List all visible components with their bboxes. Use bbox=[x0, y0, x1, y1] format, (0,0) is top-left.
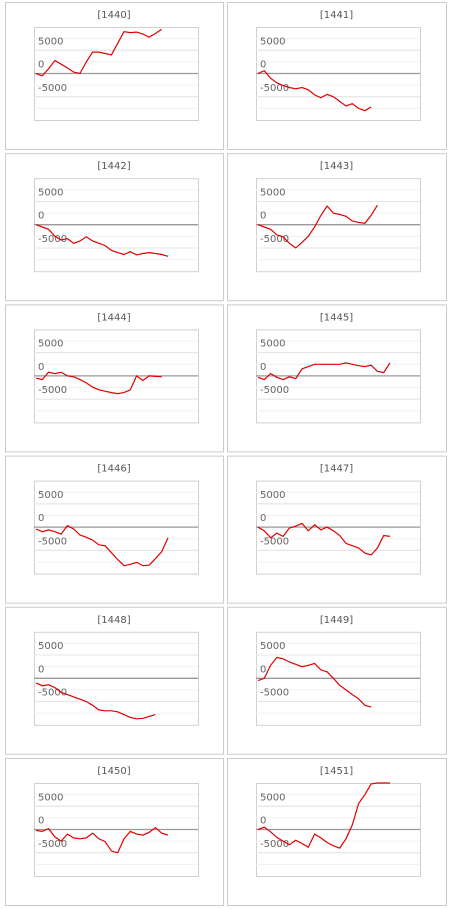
y-tick-label: 0 bbox=[38, 816, 44, 827]
y-tick-label: 0 bbox=[38, 362, 44, 373]
y-tick-label: 5000 bbox=[38, 792, 63, 803]
chart-title: [1441] bbox=[320, 10, 353, 21]
y-tick-label: 5000 bbox=[260, 187, 285, 198]
y-tick-label: 5000 bbox=[260, 36, 285, 47]
y-tick-label: 5000 bbox=[260, 641, 285, 652]
chart-title: [1446] bbox=[97, 464, 130, 475]
y-tick-label: -5000 bbox=[38, 688, 67, 699]
y-tick-label: -5000 bbox=[260, 688, 289, 699]
y-tick-label: -5000 bbox=[260, 385, 289, 396]
y-tick-label: -5000 bbox=[38, 83, 67, 94]
series-line bbox=[35, 524, 169, 567]
series-line bbox=[35, 224, 169, 257]
chart-title: [1450] bbox=[97, 766, 130, 777]
chart-title: [1442] bbox=[97, 161, 130, 172]
y-tick-label: 0 bbox=[260, 816, 266, 827]
y-tick-label: 0 bbox=[260, 513, 266, 524]
y-tick-label: -5000 bbox=[260, 234, 289, 245]
chart-title: [1444] bbox=[97, 312, 130, 323]
y-tick-label: -5000 bbox=[38, 839, 67, 850]
series-line bbox=[35, 28, 163, 77]
chart-title: [1449] bbox=[320, 615, 353, 626]
y-tick-label: 0 bbox=[260, 664, 266, 675]
chart-title: [1445] bbox=[320, 312, 353, 323]
series-line bbox=[257, 69, 372, 112]
chart-title: [1447] bbox=[320, 464, 353, 475]
y-tick-label: 5000 bbox=[38, 187, 63, 198]
y-tick-label: 5000 bbox=[260, 792, 285, 803]
y-tick-label: 5000 bbox=[260, 339, 285, 350]
series-line bbox=[257, 362, 391, 381]
y-tick-label: 0 bbox=[38, 664, 44, 675]
series-line bbox=[35, 371, 162, 395]
series-line bbox=[35, 682, 156, 720]
y-tick-label: 0 bbox=[260, 362, 266, 373]
series-line bbox=[257, 782, 390, 849]
y-tick-label: 5000 bbox=[260, 490, 285, 501]
y-tick-label: 0 bbox=[38, 513, 44, 524]
y-tick-label: 0 bbox=[260, 60, 266, 71]
y-tick-label: -5000 bbox=[38, 234, 67, 245]
chart-title: [1451] bbox=[320, 766, 353, 777]
y-tick-label: 5000 bbox=[38, 36, 63, 47]
y-tick-label: -5000 bbox=[38, 385, 67, 396]
y-tick-label: -5000 bbox=[260, 83, 289, 94]
chart-title: [1443] bbox=[320, 161, 353, 172]
series-line bbox=[257, 656, 372, 708]
y-tick-label: 0 bbox=[38, 211, 44, 222]
y-tick-label: 0 bbox=[260, 211, 266, 222]
chart-title: [1448] bbox=[97, 615, 130, 626]
y-tick-label: -5000 bbox=[260, 839, 289, 850]
y-tick-label: 5000 bbox=[38, 339, 63, 350]
y-tick-label: 0 bbox=[38, 60, 44, 71]
y-tick-label: 5000 bbox=[38, 641, 63, 652]
y-tick-label: -5000 bbox=[260, 536, 289, 547]
series-line bbox=[257, 204, 378, 249]
series-line bbox=[257, 522, 391, 556]
chart-title: [1440] bbox=[97, 10, 130, 21]
series-line bbox=[35, 826, 169, 854]
y-tick-label: 5000 bbox=[38, 490, 63, 501]
y-tick-label: -5000 bbox=[38, 536, 67, 547]
